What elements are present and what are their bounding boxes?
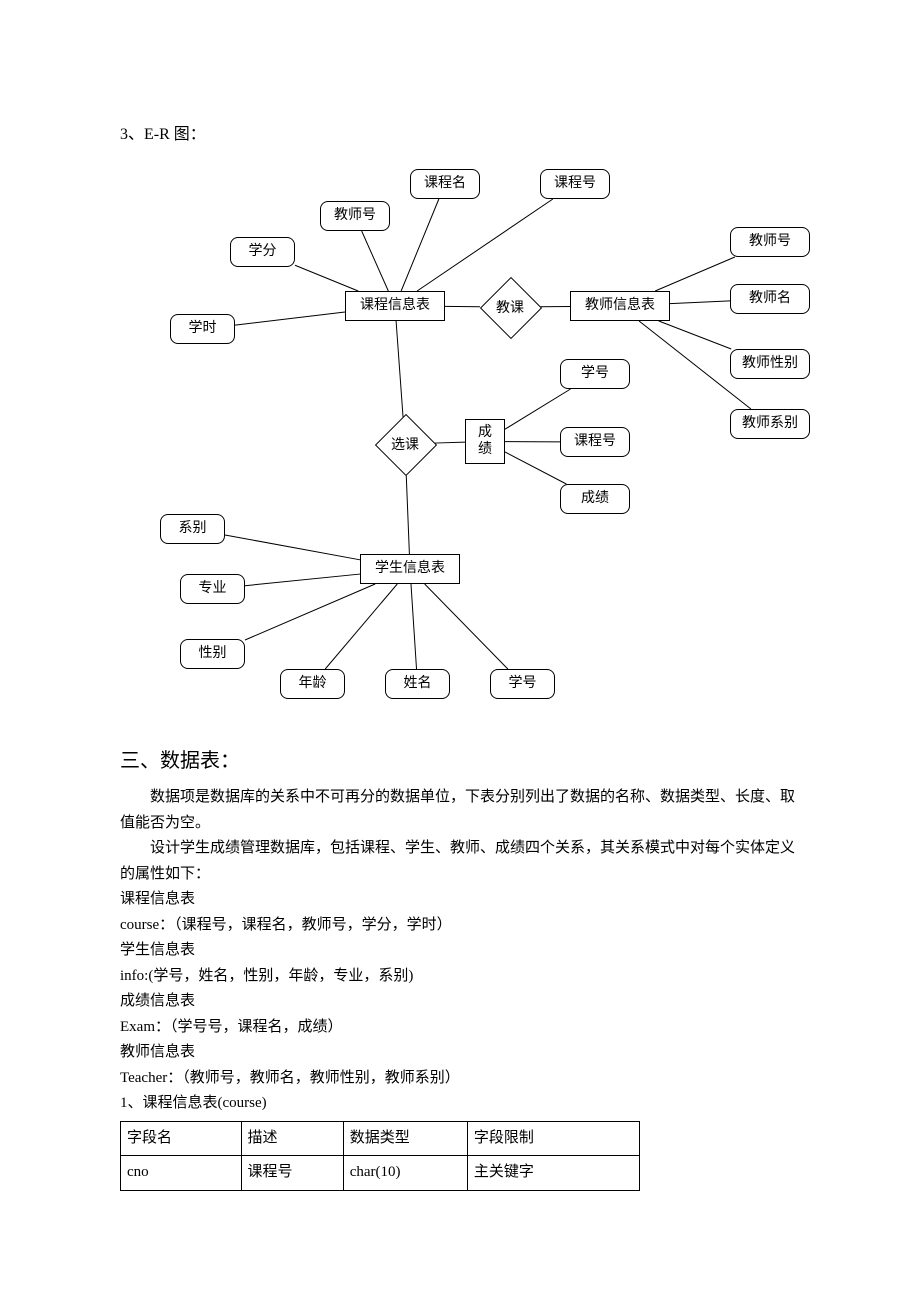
er-heading: 3、E-R 图： [120, 120, 800, 144]
course-table: 字段名描述数据类型字段限制 cno课程号char(10)主关键字 [120, 1121, 640, 1191]
er-node-teacher_info: 教师信息表 [570, 291, 670, 321]
table-header: 描述 [241, 1121, 343, 1156]
table-header: 数据类型 [343, 1121, 467, 1156]
er-node-course_no: 课程号 [540, 169, 610, 199]
schema-line-6: 教师信息表 [120, 1040, 800, 1066]
er-node-credit: 学分 [230, 237, 295, 267]
er-node-age: 年龄 [280, 669, 345, 699]
er-node-course_info: 课程信息表 [345, 291, 445, 321]
er-node-teacher_sex: 教师性别 [730, 349, 810, 379]
er-relation-teach_rel: 教课 [480, 287, 540, 327]
para2: 设计学生成绩管理数据库，包括课程、学生、教师、成绩四个关系，其关系模式中对每个实… [120, 836, 800, 887]
schema-lines: 课程信息表course：（课程号，课程名，教师号，学分，学时）学生信息表info… [120, 887, 800, 1117]
schema-line-2: 学生信息表 [120, 938, 800, 964]
er-node-sex: 性别 [180, 639, 245, 669]
table-header: 字段限制 [467, 1121, 639, 1156]
er-node-teacher_no_t: 教师号 [730, 227, 810, 257]
er-node-teacher_name: 教师名 [730, 284, 810, 314]
er-node-student_info: 学生信息表 [360, 554, 460, 584]
er-node-grade_g: 成绩 [560, 484, 630, 514]
schema-line-3: info:(学号，姓名，性别，年龄，专业，系别) [120, 964, 800, 990]
er-node-stu_no_g: 学号 [560, 359, 630, 389]
er-node-stu_no: 学号 [490, 669, 555, 699]
er-node-major: 专业 [180, 574, 245, 604]
section3-title: 三、数据表： [120, 744, 800, 773]
er-node-teacher_no_c: 教师号 [320, 201, 390, 231]
er-node-grade_entity: 成绩 [465, 419, 505, 464]
er-node-name: 姓名 [385, 669, 450, 699]
er-diagram: 课程名课程号教师号学分学时课程信息表教课教师信息表教师号教师名教师性别教师系别选… [120, 159, 820, 714]
body-text: 数据项是数据库的关系中不可再分的数据单位，下表分别列出了数据的名称、数据类型、长… [120, 785, 800, 1191]
schema-line-7: Teacher：（教师号，教师名，教师性别，教师系别） [120, 1066, 800, 1092]
para1: 数据项是数据库的关系中不可再分的数据单位，下表分别列出了数据的名称、数据类型、长… [120, 785, 800, 836]
schema-line-0: 课程信息表 [120, 887, 800, 913]
er-node-dept: 系别 [160, 514, 225, 544]
er-node-hours: 学时 [170, 314, 235, 344]
schema-line-1: course：（课程号，课程名，教师号，学分，学时） [120, 913, 800, 939]
schema-line-5: Exam：（学号号，课程名，成绩） [120, 1015, 800, 1041]
er-node-course_name: 课程名 [410, 169, 480, 199]
er-relation-select_rel: 选课 [375, 424, 435, 464]
er-node-teacher_dept: 教师系别 [730, 409, 810, 439]
table-row: cno课程号char(10)主关键字 [121, 1156, 640, 1191]
schema-line-8: 1、课程信息表(course) [120, 1091, 800, 1117]
table-header: 字段名 [121, 1121, 242, 1156]
er-node-course_no_g: 课程号 [560, 427, 630, 457]
schema-line-4: 成绩信息表 [120, 989, 800, 1015]
